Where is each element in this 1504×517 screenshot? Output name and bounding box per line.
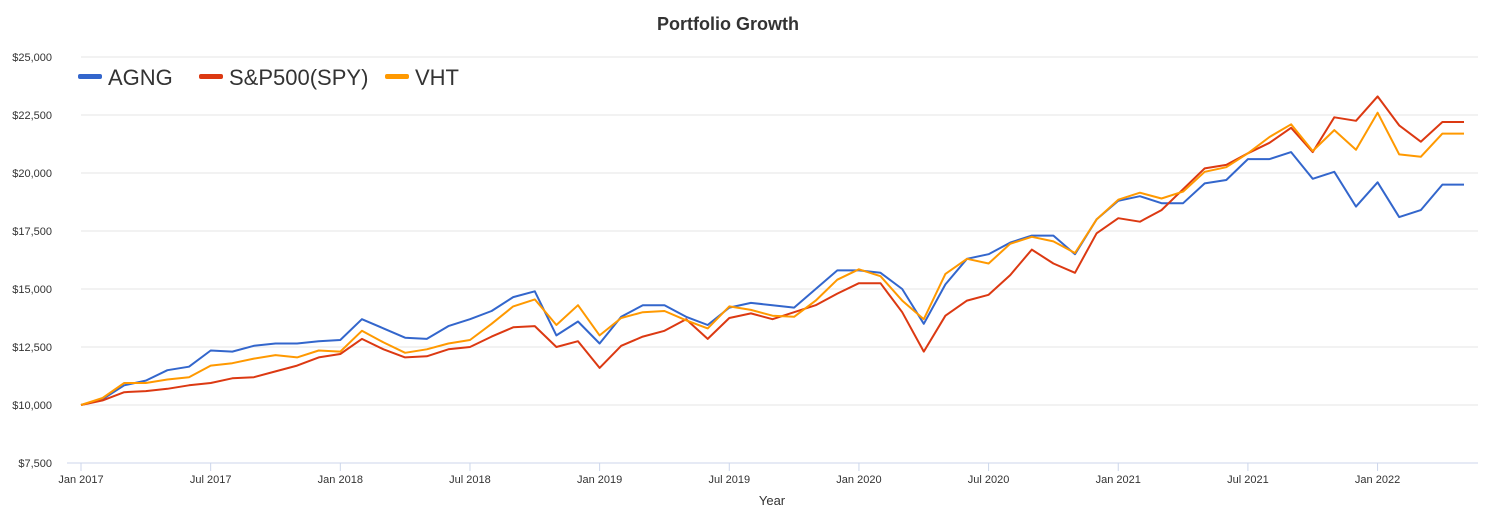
y-tick-label: $15,000: [12, 284, 52, 296]
series-line-vht: [80, 111, 1464, 406]
x-tick-label: Jul 2021: [1227, 474, 1269, 486]
chart-title: Portfolio Growth: [657, 14, 799, 34]
y-tick-label: $10,000: [12, 400, 52, 412]
legend-label: VHT: [415, 65, 459, 90]
x-tick-label: Jan 2021: [1096, 474, 1141, 486]
series-line-agng: [80, 151, 1464, 406]
x-tick-label: Jul 2018: [449, 474, 491, 486]
x-tick-label: Jan 2017: [58, 474, 103, 486]
x-tick-label: Jan 2018: [318, 474, 363, 486]
x-tick-label: Jul 2019: [708, 474, 750, 486]
y-tick-label: $17,500: [12, 226, 52, 238]
gridlines: [81, 56, 1478, 406]
legend-item[interactable]: VHT: [385, 65, 459, 90]
y-tick-label: $25,000: [12, 52, 52, 64]
legend-item[interactable]: AGNG: [78, 65, 173, 90]
legend-swatch: [78, 74, 102, 79]
y-tick-label: $22,500: [12, 110, 52, 122]
y-axis-ticks: $7,500 $10,000 $12,500 $15,000 $17,500 $20,00…: [12, 52, 52, 470]
legend-swatch: [385, 74, 409, 79]
series-lines: [80, 95, 1464, 406]
legend-item[interactable]: S&P500(SPY): [199, 65, 368, 90]
x-tick-label: Jan 2019: [577, 474, 622, 486]
y-tick-label: $20,000: [12, 168, 52, 180]
x-tick-label: Jul 2020: [968, 474, 1010, 486]
y-tick-label: $7,500: [18, 458, 52, 470]
x-axis-ticks: Jan 2017 Jul 2017 Jan 2018 Jul 2018 Jan 2019…: [58, 463, 1400, 486]
x-tick-label: Jan 2022: [1355, 474, 1400, 486]
series-line-s-p500-spy: [80, 95, 1464, 406]
y-tick-label: $12,500: [12, 342, 52, 354]
legend[interactable]: AGNG S&P500(SPY) VHT: [78, 65, 459, 90]
legend-label: AGNG: [108, 65, 173, 90]
legend-label: S&P500(SPY): [229, 65, 368, 90]
legend-swatch: [199, 74, 223, 79]
x-tick-label: Jan 2020: [836, 474, 881, 486]
x-axis-title: Year: [759, 493, 786, 508]
legend-background: [58, 58, 473, 110]
x-tick-label: Jul 2017: [190, 474, 232, 486]
